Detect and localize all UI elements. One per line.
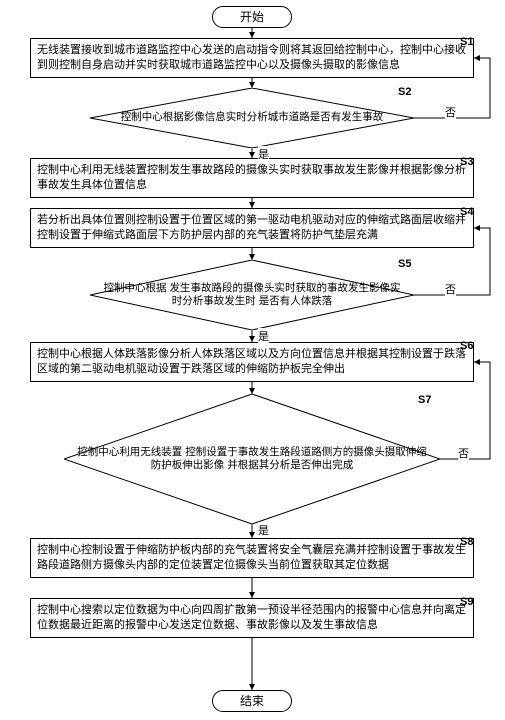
decision-s7: 控制中心利用无线装置 控制设置于事故发生路段道路侧方的摄像头摄取伸缩防护板伸出影… [64, 394, 440, 524]
tag-s2: S2 [398, 86, 411, 98]
step-s8: 控制中心控制设置于伸缩防护板内部的充气装置将安全气囊层充满并控制设置于事故发生路… [30, 538, 474, 578]
label-s2-yes: 是 [258, 146, 269, 162]
label-s5-yes: 是 [258, 328, 269, 344]
decision-s5: 控制中心根据 发生事故路段的摄像头实时获取的事故发生影像实时分析事故发生时 是否… [90, 260, 414, 330]
label-s2-no: 否 [445, 104, 456, 120]
tag-s3: S3 [460, 156, 473, 168]
decision-s2-text: 控制中心根据影像信息实时分析城市道路是否有发生事故 [90, 88, 414, 148]
flowchart-canvas: 开始 结束 无线装置接收到城市道路监控中心发送的启动指令则将其返回给控制中心，控… [0, 0, 505, 720]
terminal-end: 结束 [212, 690, 292, 712]
decision-s5-text: 控制中心根据 发生事故路段的摄像头实时获取的事故发生影像实时分析事故发生时 是否… [90, 260, 414, 330]
step-s4: 若分析出具体位置则控制设置于位置区域的第一驱动电机驱动对应的伸缩式路面层收缩并控… [30, 208, 474, 248]
step-s9: 控制中心搜索以定位数据为中心向四周扩散第一预设半径范围内的报警中心信息并向离定位… [30, 598, 474, 638]
tag-s8: S8 [460, 536, 473, 548]
tag-s9: S9 [460, 596, 473, 608]
tag-s1: S1 [460, 36, 473, 48]
label-s7-no: 否 [458, 445, 469, 461]
step-s1: 无线装置接收到城市道路监控中心发送的启动指令则将其返回给控制中心，控制中心接收到… [30, 38, 474, 78]
label-s5-no: 否 [445, 281, 456, 297]
decision-s7-text: 控制中心利用无线装置 控制设置于事故发生路段道路侧方的摄像头摄取伸缩防护板伸出影… [64, 394, 440, 524]
step-s3: 控制中心利用无线装置控制发生事故路段的摄像头实时获取事故发生影像并根据影像分析事… [30, 158, 474, 198]
tag-s4: S4 [460, 206, 473, 218]
tag-s7: S7 [418, 394, 431, 406]
tag-s6: S6 [460, 340, 473, 352]
tag-s5: S5 [398, 258, 411, 270]
terminal-start: 开始 [212, 6, 292, 28]
decision-s2: 控制中心根据影像信息实时分析城市道路是否有发生事故 [90, 88, 414, 148]
step-s6: 控制中心根据人体跌落影像分析人体跌落区域以及方向位置信息并根据其控制设置于跌落区… [30, 342, 474, 382]
label-s7-yes: 是 [258, 522, 269, 538]
